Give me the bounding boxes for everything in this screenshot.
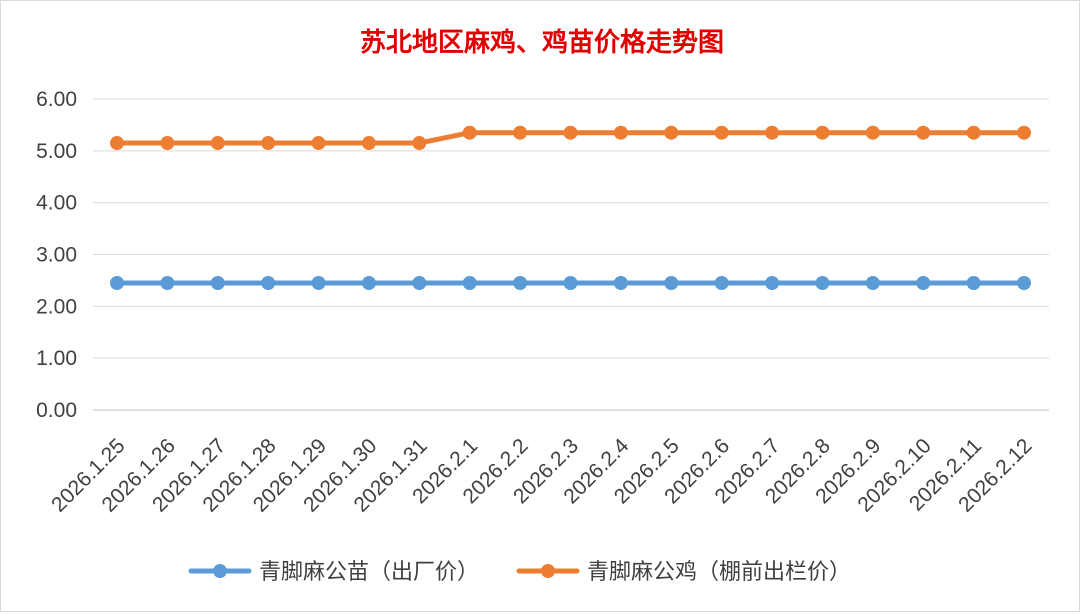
data-point: [815, 125, 830, 140]
data-point: [210, 276, 225, 291]
data-point: [160, 276, 175, 291]
data-point: [311, 136, 326, 151]
y-tick-label: 5.00: [36, 140, 77, 163]
legend-label: 青脚麻公苗（出厂价）: [259, 560, 479, 585]
data-point: [865, 125, 880, 140]
legend-item-1: 青脚麻公苗（出厂价）: [188, 560, 479, 585]
data-point: [765, 276, 780, 291]
data-point: [513, 276, 528, 291]
data-point: [110, 276, 124, 291]
y-tick-label: 2.00: [36, 295, 77, 318]
data-point: [1017, 276, 1031, 291]
data-point: [714, 125, 729, 140]
data-point: [815, 276, 830, 291]
data-point: [110, 136, 124, 151]
series-1: [110, 276, 1031, 291]
gridlines: [93, 98, 1049, 411]
y-tick-label: 3.00: [36, 244, 77, 267]
y-tick-label: 6.00: [36, 88, 77, 111]
data-point: [966, 276, 981, 291]
legend-swatch-marker: [213, 564, 227, 578]
series-2: [110, 125, 1031, 151]
data-point: [160, 136, 175, 151]
data-point: [311, 276, 326, 291]
legend-label: 青脚麻公鸡（棚前出栏价）: [587, 560, 851, 585]
data-point: [563, 125, 578, 140]
data-point: [563, 276, 578, 291]
data-point: [412, 136, 427, 151]
data-point: [462, 276, 477, 291]
legend-item-2: 青脚麻公鸡（棚前出栏价）: [516, 560, 851, 585]
data-point: [966, 125, 981, 140]
data-point: [613, 276, 628, 291]
data-point: [714, 276, 729, 291]
data-point: [865, 276, 880, 291]
legend: 青脚麻公苗（出厂价） 青脚麻公鸡（棚前出栏价）: [188, 560, 851, 585]
data-point: [361, 136, 376, 151]
y-tick-label: 4.00: [36, 192, 77, 215]
data-point: [664, 276, 679, 291]
y-tick-label: 0.00: [36, 399, 77, 422]
data-point: [513, 125, 528, 140]
data-point: [412, 276, 427, 291]
data-point: [361, 276, 376, 291]
data-point: [210, 136, 225, 151]
chart-title: 苏北地区麻鸡、鸡苗价格走势图: [360, 27, 724, 58]
data-point: [765, 125, 780, 140]
legend-swatch-marker: [541, 564, 555, 578]
data-point: [261, 136, 276, 151]
y-tick-label: 1.00: [36, 347, 77, 370]
series-lines: [110, 125, 1031, 291]
data-point: [261, 276, 276, 291]
data-point: [664, 125, 679, 140]
data-point: [613, 125, 628, 140]
data-point: [1017, 125, 1031, 140]
y-axis-ticks: 0.00 1.00 2.00 3.00 4.00 5.00 6.00: [36, 88, 77, 422]
data-point: [916, 125, 931, 140]
data-point: [462, 125, 477, 140]
data-point: [916, 276, 931, 291]
x-axis-ticks: 2026.1.252026.1.262026.1.272026.1.282026…: [47, 434, 1036, 517]
